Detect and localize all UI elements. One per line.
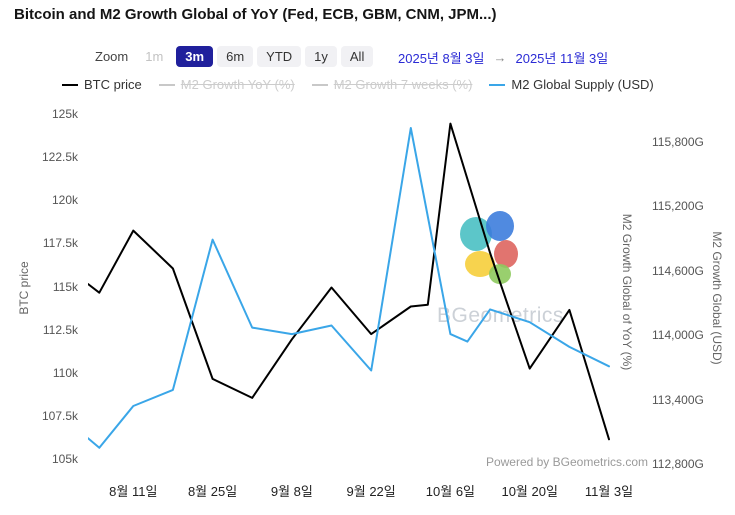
- powered-by-link[interactable]: Powered by BGeometrics.com: [485, 455, 648, 469]
- x-axis-tick-label: 8월 11일: [109, 484, 158, 499]
- legend-item[interactable]: M2 Growth YoY (%): [158, 77, 295, 92]
- legend-label: M2 Growth 7 weeks (%): [333, 77, 473, 92]
- range-button-6m[interactable]: 6m: [217, 45, 254, 67]
- legend-swatch: [62, 83, 78, 86]
- legend-label: M2 Growth YoY (%): [180, 77, 295, 92]
- legend-item[interactable]: M2 Growth 7 weeks (%): [311, 77, 473, 92]
- x-axis-tick-label: 9월 8일: [270, 484, 313, 499]
- left-axis-tick-label: 117.5k: [42, 236, 78, 251]
- x-axis-tick-label: 10월 20일: [501, 484, 558, 499]
- chart-canvas[interactable]: [88, 105, 645, 467]
- range-button-ytd[interactable]: YTD: [257, 45, 302, 67]
- left-axis-tick-label: 115k: [52, 279, 78, 294]
- left-axis-tick-label: 125k: [51, 107, 78, 121]
- series-line-btc-price: [88, 122, 610, 441]
- series-line-m2-global-supply-usd-: [88, 127, 610, 449]
- range-arrow-icon: →: [493, 50, 507, 65]
- x-axis-tick-label: 11월 3일: [584, 484, 634, 499]
- right-axis-tick-label: 115,800G: [652, 135, 704, 149]
- range-buttons: 1m 3m 6m YTD 1y All: [136, 45, 374, 67]
- range-to-input[interactable]: 2025년 11월 3일: [515, 51, 609, 66]
- bgeometrics-watermark-text: BGeometrics: [437, 304, 564, 327]
- legend: BTC price M2 Growth YoY (%) M2 Growth 7 we…: [62, 77, 654, 92]
- legend-swatch: [158, 83, 175, 86]
- bgeometrics-logo-watermark: [460, 211, 518, 284]
- right-axis-usd-title: M2 Growth Global (USD): [710, 231, 724, 365]
- right-axis-tick-label: 114,600G: [652, 263, 704, 278]
- legend-label: M2 Global Supply (USD): [511, 77, 654, 92]
- x-axis-tick-label: 8월 25일: [187, 484, 238, 499]
- left-axis-tick-label: 120k: [51, 193, 78, 208]
- left-axis-tick-label: 122.5k: [41, 150, 78, 165]
- range-from-input[interactable]: 2025년 8월 3일: [398, 51, 485, 66]
- page-title: Bitcoin and M2 Growth Global of YoY (Fed…: [14, 6, 497, 23]
- left-axis-title: BTC price: [17, 261, 31, 315]
- date-range: 2025년 8월 3일 → 2025년 11월 3일: [398, 48, 608, 67]
- range-button-1y[interactable]: 1y: [305, 45, 337, 67]
- legend-item[interactable]: M2 Global Supply (USD): [489, 77, 654, 92]
- legend-swatch: [311, 83, 328, 86]
- left-axis-tick-label: 107.5k: [41, 408, 78, 423]
- left-axis-tick-label: 110k: [52, 365, 78, 380]
- left-axis-tick-label: 112.5k: [42, 322, 78, 337]
- range-button-all[interactable]: All: [340, 45, 374, 67]
- x-axis-tick-label: 10월 6일: [425, 484, 476, 499]
- right-axis-tick-label: 114,000G: [652, 328, 704, 343]
- range-selector: Zoom 1m 3m 6m YTD 1y All: [95, 44, 374, 68]
- range-button-3m[interactable]: 3m: [176, 45, 214, 67]
- right-axis-tick-label: 115,200G: [652, 199, 704, 214]
- legend-label: BTC price: [84, 77, 142, 92]
- legend-item[interactable]: BTC price: [62, 77, 142, 92]
- x-axis-tick-label: 9월 22일: [346, 484, 396, 499]
- legend-swatch: [489, 83, 506, 86]
- right-axis-tick-label: 113,400G: [652, 392, 704, 407]
- left-axis-tick-label: 105k: [51, 452, 78, 466]
- range-button-1m: 1m: [145, 48, 164, 64]
- right-axis-tick-label: 112,800G: [652, 457, 704, 471]
- zoom-label: Zoom: [95, 48, 129, 64]
